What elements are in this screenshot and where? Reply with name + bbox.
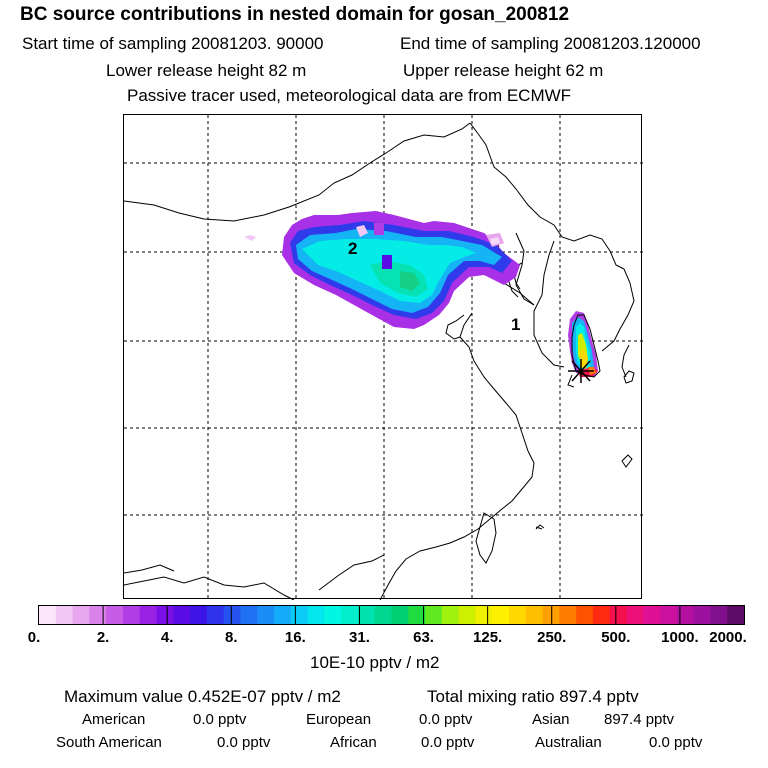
colorbar-swatch bbox=[106, 606, 124, 624]
map-panel: 2 1 bbox=[123, 114, 643, 600]
colorbar-tick-label: 0. bbox=[27, 629, 41, 646]
korea-coastline bbox=[571, 314, 601, 378]
colorbar-swatch bbox=[274, 606, 292, 624]
colorbar-tick-label: 63. bbox=[413, 629, 434, 646]
colorbar-tick-label: 1000. bbox=[661, 629, 699, 646]
region-name-australian: Australian bbox=[535, 734, 602, 751]
colorbar-swatch bbox=[576, 606, 594, 624]
region-value-european: 0.0 pptv bbox=[419, 711, 473, 728]
korea-hotspot bbox=[568, 311, 598, 377]
colorbar-tick-label: 8. bbox=[225, 629, 238, 646]
cluster-label-2: 2 bbox=[348, 239, 357, 258]
colorbar-swatch bbox=[676, 606, 695, 624]
colorbar-swatch bbox=[475, 606, 493, 624]
colorbar-swatch bbox=[89, 606, 107, 624]
colorbar-swatch bbox=[290, 606, 309, 624]
end-time-label: End time of sampling 20081203.120000 bbox=[400, 34, 701, 53]
colorbar-swatch bbox=[509, 606, 527, 624]
colorbar-swatch bbox=[173, 606, 191, 624]
colorbar-tick-label: 4. bbox=[160, 629, 174, 646]
colorbar-tick-label: 125. bbox=[473, 629, 503, 646]
colorbar-swatch bbox=[425, 606, 443, 624]
colorbar-swatches bbox=[39, 606, 745, 624]
region-value-australian: 0.0 pptv bbox=[649, 734, 703, 751]
colorbar-swatch bbox=[609, 606, 628, 624]
region-name-asian: Asian bbox=[532, 711, 570, 728]
region-value-african: 0.0 pptv bbox=[421, 734, 475, 751]
region-name-european: European bbox=[306, 711, 372, 728]
cluster-label-1: 1 bbox=[511, 315, 520, 334]
colorbar-swatch bbox=[357, 606, 376, 624]
plot-title: BC source contributions in nested domain… bbox=[20, 4, 570, 25]
lat-lon-grid bbox=[124, 115, 643, 600]
colorbar-tick-label: 16. bbox=[284, 629, 306, 646]
colorbar-swatch bbox=[626, 606, 644, 624]
colorbar-swatch bbox=[492, 606, 510, 624]
colorbar-swatch bbox=[55, 606, 74, 624]
lower-release-label: Lower release height 82 m bbox=[106, 61, 307, 80]
maximum-value: Maximum value 0.452E-07 pptv / m2 bbox=[64, 687, 341, 706]
colorbar-swatch bbox=[374, 606, 393, 624]
colorbar-tick-label: 2. bbox=[96, 629, 110, 646]
colorbar-tick-label: 250. bbox=[537, 629, 567, 646]
colorbar-swatch bbox=[643, 606, 661, 624]
colorbar-swatch bbox=[190, 606, 208, 624]
region-value-american: 0.0 pptv bbox=[193, 711, 247, 728]
total-mixing-ratio: Total mixing ratio 897.4 pptv bbox=[427, 687, 639, 706]
colorbar-swatch bbox=[223, 606, 242, 624]
colorbar-swatch bbox=[458, 606, 477, 624]
colorbar-swatch bbox=[592, 606, 611, 624]
colorbar-swatch bbox=[122, 606, 141, 624]
colorbar-swatch bbox=[391, 606, 409, 624]
colorbar-tick-label: 2000. bbox=[709, 629, 747, 646]
tracer-plume bbox=[244, 211, 520, 329]
colorbar-swatch bbox=[660, 606, 678, 624]
map-canvas: 2 1 bbox=[124, 115, 643, 600]
region-name-african: African bbox=[330, 734, 377, 751]
colorbar-swatch bbox=[693, 606, 712, 624]
colorbar-swatch bbox=[72, 606, 90, 624]
colorbar-swatch bbox=[139, 606, 158, 624]
receptor-marker bbox=[568, 359, 594, 383]
colorbar-swatch bbox=[727, 606, 745, 624]
colorbar-swatch bbox=[525, 606, 544, 624]
colorbar-swatch bbox=[240, 606, 258, 624]
start-time-label: Start time of sampling 20081203. 90000 bbox=[22, 34, 324, 53]
coastlines bbox=[124, 122, 635, 600]
tracer-note: Passive tracer used, meteorological data… bbox=[127, 86, 572, 105]
region-value-asian: 897.4 pptv bbox=[604, 711, 675, 728]
colorbar-swatch bbox=[710, 606, 728, 624]
region-name-south-american: South American bbox=[56, 734, 162, 751]
upper-release-label: Upper release height 62 m bbox=[403, 61, 604, 80]
region-name-american: American bbox=[82, 711, 146, 728]
region-value-south-american: 0.0 pptv bbox=[217, 734, 271, 751]
colorbar-swatch bbox=[307, 606, 325, 624]
colorbar-swatch bbox=[559, 606, 577, 624]
colorbar-swatch bbox=[441, 606, 460, 624]
colorbar-tick-label: 31. bbox=[349, 629, 370, 646]
colorbar-swatch bbox=[206, 606, 225, 624]
colorbar-swatch bbox=[39, 606, 57, 624]
colorbar bbox=[38, 605, 745, 625]
colorbar-swatch bbox=[156, 606, 174, 624]
colorbar-swatch bbox=[257, 606, 275, 624]
colorbar-swatch bbox=[341, 606, 359, 624]
colorbar-swatch bbox=[324, 606, 342, 624]
colorbar-swatch bbox=[408, 606, 426, 624]
colorbar-tick-label: 500. bbox=[601, 629, 631, 646]
colorbar-unit: 10E-10 pptv / m2 bbox=[310, 653, 440, 672]
